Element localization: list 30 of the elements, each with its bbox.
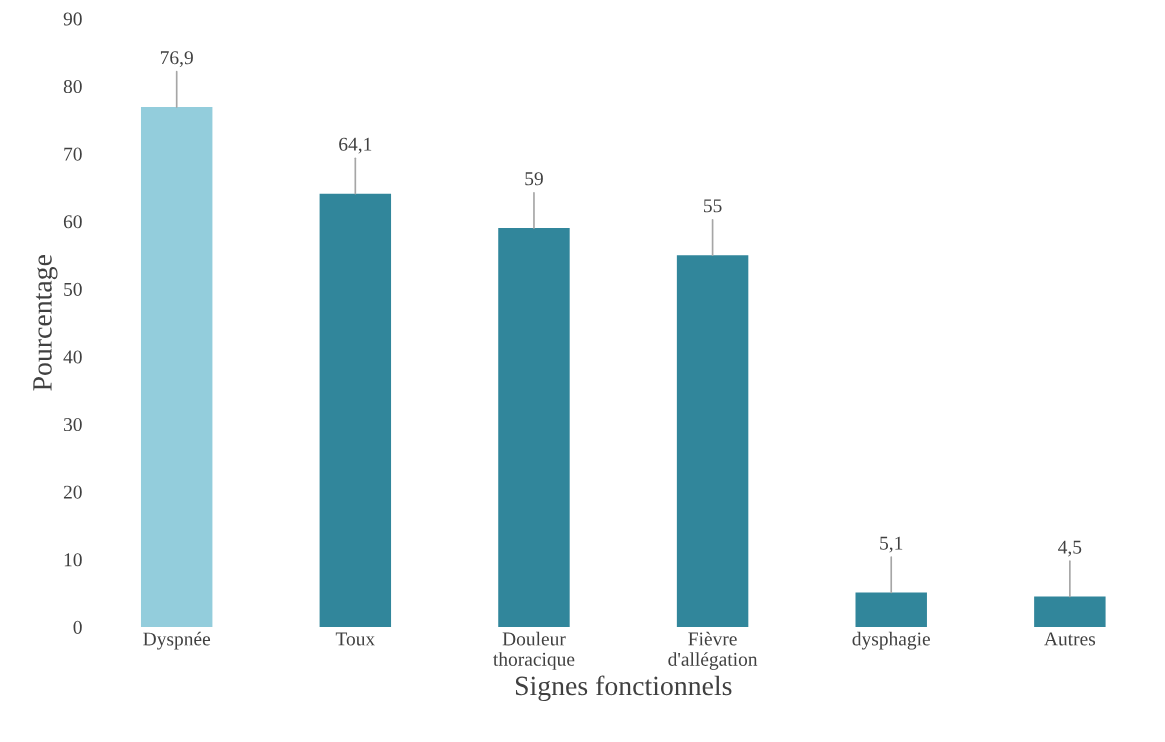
x-axis-title: Signes fonctionnels (515, 675, 732, 702)
y-tick-label: 40 (63, 350, 82, 364)
y-tick-label: 70 (64, 147, 82, 161)
x-tick-label: Douleur thoracique (493, 631, 575, 670)
data-label: 76,9 (160, 51, 193, 68)
y-axis-title: Pourcentage (33, 255, 58, 391)
x-tick-label: dysphagie (852, 631, 930, 650)
y-tick-label: 80 (63, 79, 82, 94)
y-tick-label: 30 (64, 417, 82, 432)
y-tick-label: 0 (73, 620, 82, 634)
x-tick-label: Fièvre d'allégation (668, 631, 758, 670)
data-label: 64,1 (339, 137, 372, 154)
y-tick-label: 60 (63, 215, 82, 229)
y-tick-label: 90 (63, 12, 82, 26)
bar (676, 255, 749, 627)
x-tick-label: Toux (335, 632, 375, 646)
bar (319, 193, 392, 627)
data-label: 55 (704, 199, 722, 213)
bar (1034, 596, 1106, 627)
bar (498, 228, 570, 627)
data-label: 4,5 (1058, 540, 1082, 557)
y-tick-label: 50 (64, 282, 82, 296)
bar (140, 107, 213, 627)
data-label: 59 (525, 172, 543, 186)
x-tick-label: Autres (1044, 632, 1096, 646)
data-label: 5,1 (880, 536, 903, 553)
y-tick-label: 10 (64, 553, 82, 567)
x-tick-label: Dyspnée (143, 631, 211, 650)
y-tick-label: 20 (63, 485, 82, 499)
bar (855, 592, 927, 627)
